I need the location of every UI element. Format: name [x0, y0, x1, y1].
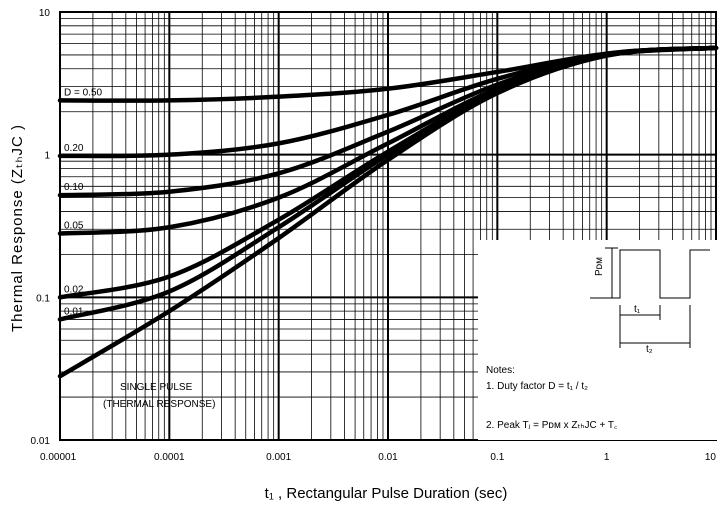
series-label-2: 0.10 — [64, 182, 84, 193]
x-tick-label: 1 — [604, 452, 610, 463]
y-axis-title: Thermal Response (ZₜₕJC ) — [9, 124, 26, 332]
series-labels: D = 0.50 0.20 0.10 0.05 0.02 0.01 — [64, 87, 103, 317]
series-label-0: D = 0.50 — [64, 87, 103, 98]
inset-pdm-label: Pᴅᴍ — [594, 257, 605, 276]
series-label-5: 0.01 — [64, 306, 84, 317]
note-1: 1. Duty factor D = t₁ / t₂ — [486, 381, 588, 392]
series-label-1: 0.20 — [64, 143, 84, 154]
single-pulse-label-2: (THERMAL RESPONSE) — [103, 399, 215, 410]
y-tick-label: 10 — [39, 8, 51, 19]
series-label-4: 0.02 — [64, 284, 84, 295]
x-tick-labels: 0.00001 0.0001 0.001 0.01 0.1 1 10 — [40, 452, 716, 463]
notes-title: Notes: — [486, 365, 515, 376]
x-tick-label: 0.1 — [490, 452, 504, 463]
x-axis-title: t₁ , Rectangular Pulse Duration (sec) — [265, 485, 508, 502]
inset-t1-label: t₁ — [634, 304, 641, 315]
x-tick-label: 0.00001 — [40, 452, 77, 463]
x-tick-label: 0.01 — [378, 452, 398, 463]
y-tick-label: 1 — [44, 151, 50, 162]
y-tick-label: 0.01 — [31, 436, 51, 447]
note-2: 2. Peak Tⱼ = Pᴅᴍ x ZₜₕJC + T꜀ — [486, 420, 618, 431]
x-tick-label: 10 — [705, 452, 717, 463]
x-tick-label: 0.0001 — [154, 452, 185, 463]
series-label-3: 0.05 — [64, 221, 84, 232]
single-pulse-label-1: SINGLE PULSE — [120, 382, 193, 393]
y-tick-labels: 10 1 0.1 0.01 — [31, 8, 51, 447]
y-tick-label: 0.1 — [36, 293, 50, 304]
x-tick-label: 0.001 — [266, 452, 291, 463]
inset-t2-label: t₂ — [646, 344, 653, 355]
